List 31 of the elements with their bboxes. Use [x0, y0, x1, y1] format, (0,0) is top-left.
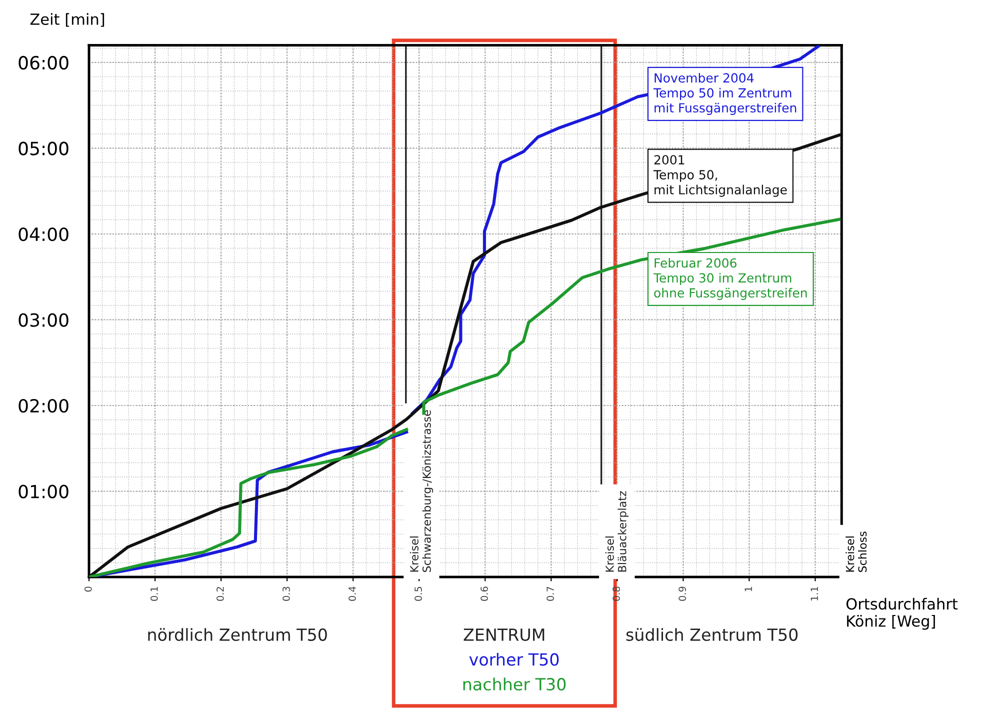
x-tick-label: 0.9: [678, 586, 686, 601]
y-tick-label: 06:00: [18, 56, 68, 70]
x-tick-label: 0.7: [546, 586, 554, 601]
text: ZENTRUM: [464, 628, 544, 641]
x-tick-label: 1: [744, 586, 752, 592]
y-tick-label: 03:00: [18, 313, 68, 327]
ref-line-label: Kreisel Schwarzenburg-/Könizstrasse: [410, 410, 434, 572]
text: vorher T50: [469, 652, 559, 666]
y-tick-label: 04:00: [18, 227, 68, 242]
y-tick-label: 05:00: [18, 142, 68, 156]
x-axis-title: Ortsdurchfahrt Köniz [Weg]: [846, 598, 958, 630]
y-tick-label: 01:00: [18, 484, 68, 498]
ref-line-label: Kreisel Bläuackerplatz: [605, 491, 628, 572]
x-tick-label: 0.8: [612, 586, 620, 601]
series-label: November 2004 Tempo 50 im Zentrum mit Fussgängerstreifen: [653, 72, 796, 115]
x-tick-label: 0: [84, 586, 92, 592]
y-tick-label: 02:00: [18, 398, 68, 413]
x-tick-label: 0.4: [348, 586, 356, 601]
x-tick-label: 1.1: [810, 586, 818, 600]
text: südlich Zentrum T50: [626, 628, 798, 641]
x-tick-label: 0.3: [282, 586, 290, 601]
text: nördlich Zentrum T50: [148, 628, 327, 641]
x-tick-label: 0.1: [150, 586, 158, 601]
y-axis-title: Zeit [min]: [30, 13, 104, 27]
series-label: Februar 2006 Tempo 30 im Zentrum ohne Fussgängerstreifen: [653, 258, 807, 300]
x-tick-label: 0.2: [216, 587, 224, 601]
x-tick-label: 0.5: [414, 586, 422, 601]
text: nachher T30: [463, 678, 566, 691]
x-tick-label: 0.6: [480, 586, 488, 601]
series-label: 2001 Tempo 50, mit Lichtsignalanlage: [653, 155, 787, 197]
ref-line-label: Kreisel Schloss: [846, 532, 867, 572]
